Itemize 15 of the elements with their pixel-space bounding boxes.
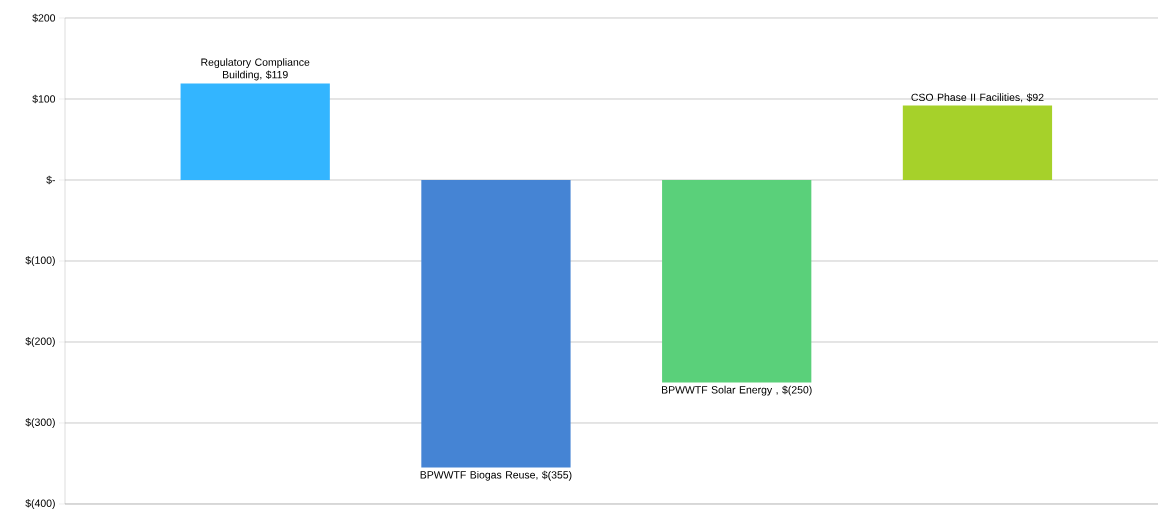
data-label: BPWWTF Biogas Reuse, $(355) — [420, 470, 572, 481]
y-tick-label: $(100) — [25, 256, 55, 266]
bar — [662, 179, 812, 383]
bar — [902, 105, 1053, 180]
y-tick-label: $(400) — [25, 499, 55, 509]
y-tick-label: $200 — [32, 13, 56, 23]
y-tick-label: $(300) — [25, 418, 55, 428]
data-label: BPWWTF Solar Energy , $(250) — [662, 385, 812, 396]
bar — [421, 179, 571, 468]
data-label: Regulatory Compliance Building, $119 — [201, 58, 310, 81]
y-tick-label: $(200) — [25, 337, 55, 347]
data-label: CSO Phase II Facilities, $92 — [911, 93, 1044, 103]
y-tick-label: $100 — [32, 94, 56, 104]
bar — [180, 83, 330, 180]
y-tick-label: $- — [46, 175, 56, 185]
